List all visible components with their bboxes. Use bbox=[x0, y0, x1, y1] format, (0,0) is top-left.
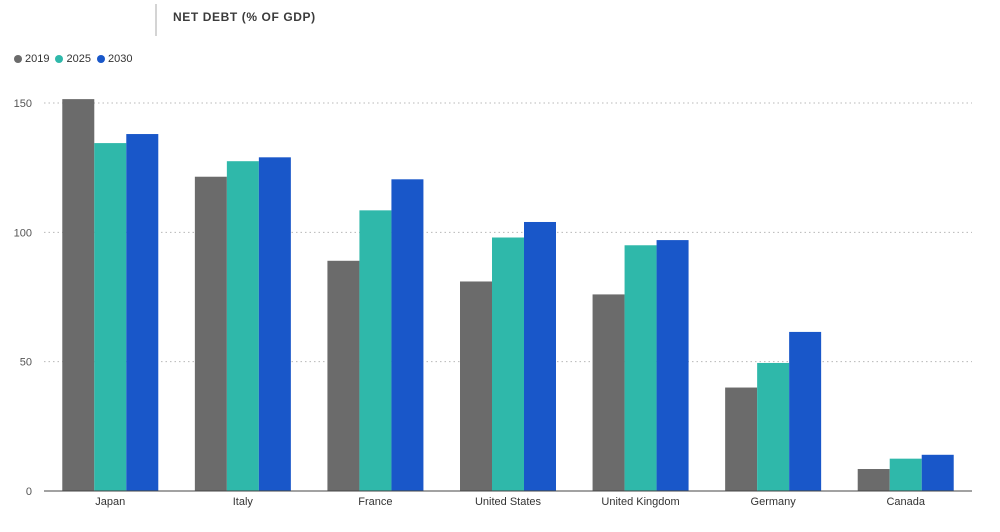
bar-japan-2025 bbox=[94, 143, 127, 492]
bar-france-2025 bbox=[359, 210, 392, 491]
legend-swatch-2019 bbox=[14, 55, 22, 63]
bar-france-2019 bbox=[327, 260, 360, 491]
bar-united-kingdom-2025 bbox=[624, 245, 657, 491]
bar-germany-2019 bbox=[725, 387, 758, 491]
legend-item-2019[interactable]: 2019 bbox=[14, 53, 49, 65]
x-tick-label-united-kingdom: United Kingdom bbox=[601, 496, 679, 508]
bar-united-kingdom-2019 bbox=[592, 294, 625, 491]
legend-label-2025: 2025 bbox=[66, 53, 91, 65]
bar-france-2030 bbox=[391, 179, 424, 491]
legend-item-2030[interactable]: 2030 bbox=[96, 53, 133, 65]
y-tick-label-100: 100 bbox=[14, 227, 32, 239]
bar-united-states-2025 bbox=[492, 237, 524, 491]
bar-canada-2025 bbox=[889, 458, 922, 491]
x-tick-label-japan: Japan bbox=[95, 496, 125, 508]
x-tick-label-germany: Germany bbox=[751, 496, 797, 508]
legend-swatch-2025 bbox=[55, 55, 64, 63]
legend-label-2019: 2019 bbox=[25, 53, 50, 65]
x-tick-label-italy: Italy bbox=[233, 496, 254, 508]
bar-japan-2019 bbox=[62, 99, 95, 492]
legend-label-2030: 2030 bbox=[107, 53, 133, 65]
legend-item-2025[interactable]: 2025 bbox=[55, 53, 91, 65]
bar-united-states-2030 bbox=[524, 221, 556, 491]
bar-united-kingdom-2030 bbox=[656, 240, 689, 491]
title-divider bbox=[155, 4, 157, 36]
legend-swatch-2030 bbox=[96, 55, 105, 63]
y-tick-label-150: 150 bbox=[14, 98, 32, 110]
bar-germany-2030 bbox=[789, 331, 822, 491]
bar-italy-2030 bbox=[258, 157, 291, 491]
chart-legend: 2019 2025 2030 bbox=[14, 53, 132, 65]
bar-italy-2025 bbox=[226, 161, 259, 491]
x-tick-label-france: France bbox=[358, 496, 392, 508]
bar-japan-2030 bbox=[126, 134, 159, 492]
bar-canada-2019 bbox=[857, 469, 890, 491]
x-tick-label-canada: Canada bbox=[886, 496, 925, 508]
chart-title: NET DEBT (% OF GDP) bbox=[173, 10, 316, 24]
bar-germany-2025 bbox=[757, 362, 790, 491]
x-tick-label-united-states: United States bbox=[475, 496, 542, 508]
bar-italy-2019 bbox=[194, 176, 227, 491]
y-tick-label-50: 50 bbox=[20, 357, 32, 369]
bar-united-states-2019 bbox=[460, 281, 492, 491]
bar-canada-2030 bbox=[921, 454, 954, 491]
y-tick-label-0: 0 bbox=[26, 486, 32, 498]
